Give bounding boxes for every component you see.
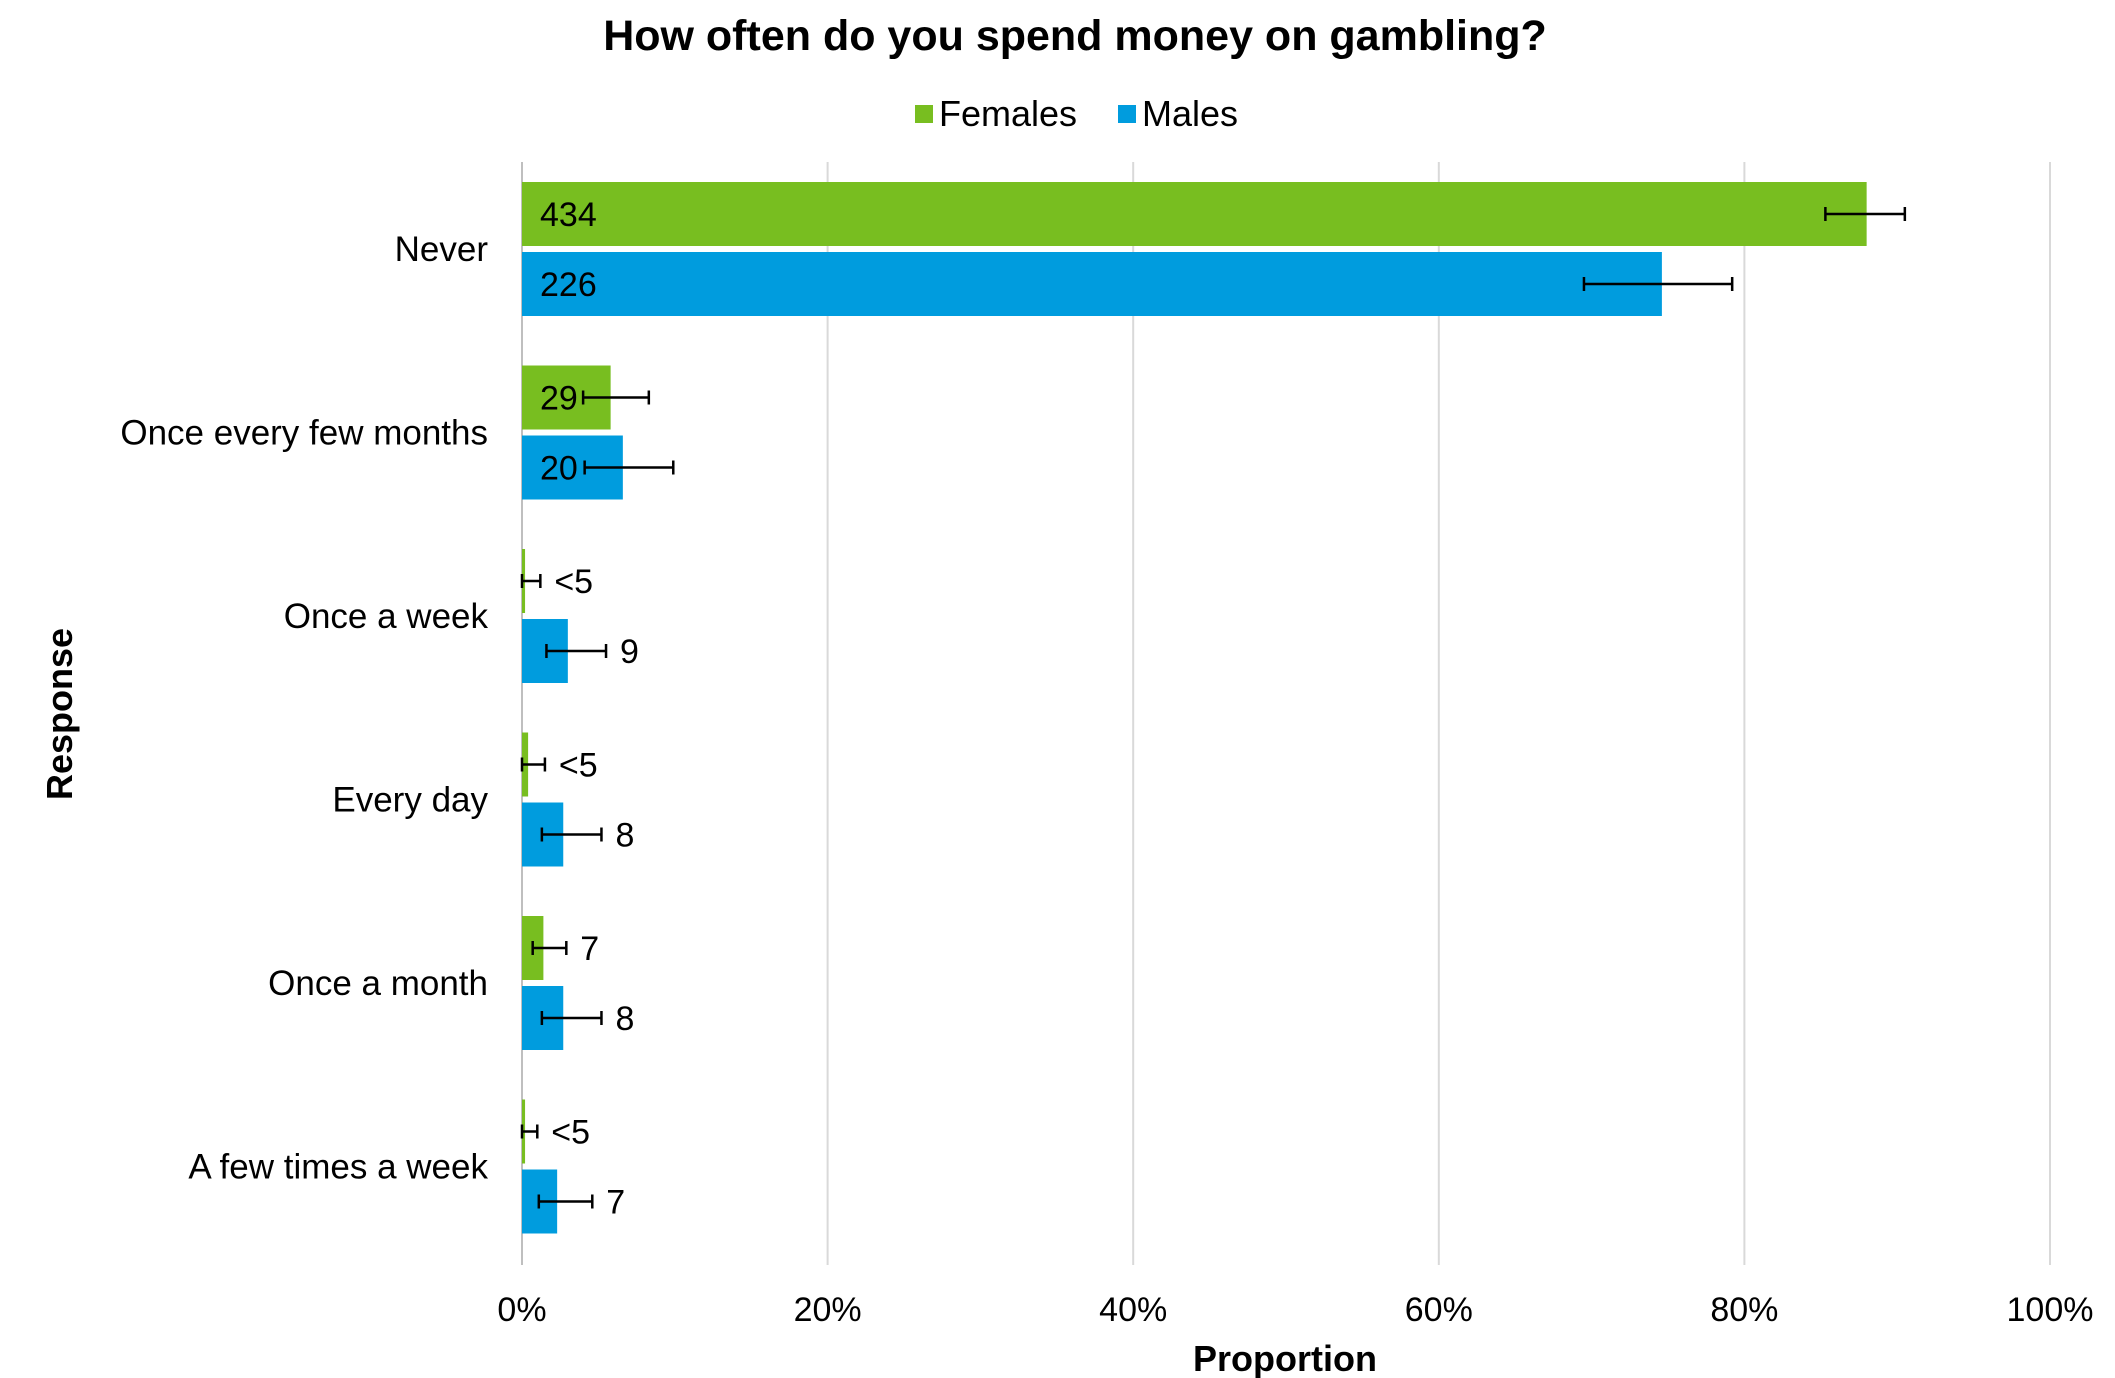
- legend-label: Males: [1142, 93, 1238, 134]
- x-tick-label: 60%: [1405, 1291, 1473, 1329]
- x-tick-labels: 0% 20% 40% 60% 80% 100%: [497, 1291, 2093, 1329]
- x-tick-label: 80%: [1710, 1291, 1778, 1329]
- data-label: 20: [540, 450, 578, 488]
- data-label: <5: [554, 563, 593, 601]
- error-bars: [520, 207, 1907, 1209]
- bar: [522, 182, 1867, 246]
- legend-swatch: [1118, 105, 1136, 123]
- category-label: A few times a week: [188, 1148, 488, 1187]
- y-axis-title: Response: [39, 628, 80, 800]
- x-tick-label: 20%: [794, 1291, 862, 1329]
- legend-label: Females: [939, 93, 1077, 134]
- category-label: Once a week: [284, 597, 489, 636]
- chart-title: How often do you spend money on gambling…: [603, 12, 1547, 60]
- x-tick-label: 40%: [1099, 1291, 1167, 1329]
- x-tick-label: 100%: [2007, 1291, 2094, 1329]
- x-tick-label: 0%: [497, 1291, 546, 1329]
- data-label: 7: [580, 930, 599, 968]
- category-label: Once every few months: [120, 414, 488, 453]
- bar: [522, 252, 1662, 316]
- data-label: 434: [540, 196, 597, 234]
- legend: Females Males: [915, 93, 1238, 134]
- category-label: Never: [395, 230, 489, 269]
- data-label: 9: [620, 633, 639, 671]
- bars: [522, 182, 1867, 1234]
- data-label: 226: [540, 266, 597, 304]
- data-label: 8: [615, 817, 634, 855]
- data-label: <5: [551, 1114, 590, 1152]
- x-axis-title: Proportion: [1193, 1338, 1377, 1378]
- data-label: 29: [540, 380, 578, 418]
- gridlines: [826, 162, 2051, 1265]
- data-label: 8: [615, 1000, 634, 1038]
- legend-swatch: [915, 105, 933, 123]
- category-labels: Never Once every few months Once a week Eve…: [120, 230, 488, 1187]
- data-label: 7: [606, 1184, 625, 1222]
- data-label: <5: [559, 747, 598, 785]
- category-label: Every day: [332, 781, 488, 820]
- category-label: Once a month: [268, 964, 488, 1003]
